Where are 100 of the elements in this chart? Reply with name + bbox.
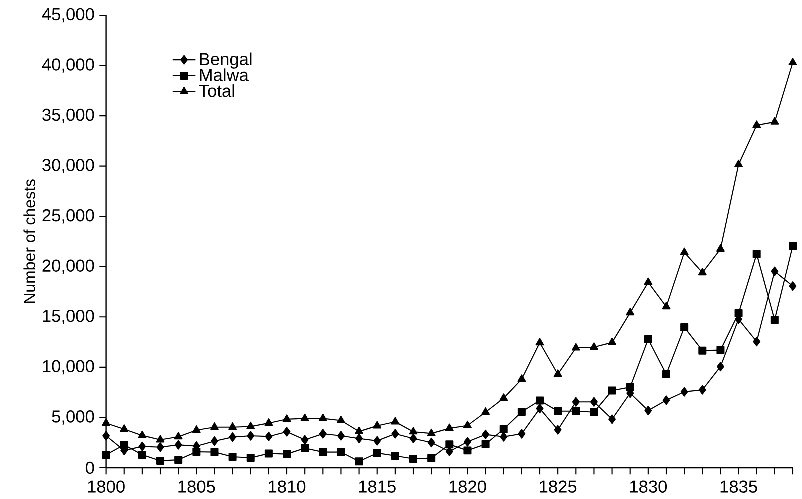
point xyxy=(590,342,598,350)
point xyxy=(120,424,129,432)
point xyxy=(734,160,744,168)
point xyxy=(246,454,255,462)
point xyxy=(300,414,310,422)
y-tick-label: 5,000 xyxy=(52,410,94,425)
point xyxy=(301,435,309,445)
y-tick-label: 20,000 xyxy=(42,260,94,274)
point xyxy=(102,431,110,441)
point xyxy=(482,408,490,416)
point xyxy=(482,440,490,448)
point xyxy=(752,120,762,128)
point xyxy=(265,432,273,442)
point xyxy=(554,370,562,378)
point xyxy=(374,436,382,446)
point xyxy=(463,420,472,428)
point xyxy=(282,414,292,422)
x-tick-label: 1800 xyxy=(88,480,125,493)
point xyxy=(788,58,798,66)
point xyxy=(373,449,382,458)
y-axis-title: Number of chests xyxy=(24,180,36,304)
point xyxy=(283,450,292,458)
point xyxy=(391,417,400,425)
y-tick-label: 40,000 xyxy=(42,58,94,73)
x-tick-label: 1815 xyxy=(359,480,396,493)
point xyxy=(771,266,779,276)
point xyxy=(536,404,544,414)
y-tick-label: 35,000 xyxy=(42,108,94,124)
point xyxy=(680,387,688,397)
point xyxy=(156,435,165,443)
point xyxy=(246,422,256,430)
point xyxy=(410,434,418,444)
point xyxy=(590,408,598,416)
point xyxy=(770,117,780,125)
point xyxy=(518,374,526,382)
point xyxy=(428,454,436,462)
point xyxy=(192,448,201,456)
point xyxy=(536,396,544,405)
y-tick-label: 30,000 xyxy=(42,159,94,174)
point xyxy=(138,451,146,460)
point xyxy=(626,383,634,392)
point xyxy=(210,448,219,456)
point xyxy=(500,432,508,442)
point xyxy=(662,396,670,406)
point xyxy=(355,426,364,434)
point xyxy=(228,422,238,430)
point xyxy=(410,455,418,464)
point xyxy=(680,248,689,256)
point xyxy=(247,431,255,441)
point xyxy=(464,446,472,455)
point xyxy=(680,324,689,332)
point xyxy=(319,448,328,456)
point xyxy=(554,407,562,416)
legend-label: Total xyxy=(199,84,234,98)
point xyxy=(698,346,707,355)
point xyxy=(500,425,508,434)
point xyxy=(318,414,328,422)
point xyxy=(392,429,400,439)
x-tick-label: 1835 xyxy=(720,480,758,493)
point xyxy=(626,308,635,316)
point xyxy=(770,316,779,324)
legend-label: Malwa xyxy=(200,68,249,82)
point xyxy=(356,434,364,444)
point xyxy=(608,386,616,395)
point xyxy=(102,418,111,426)
point xyxy=(138,442,146,452)
point xyxy=(174,440,182,450)
point xyxy=(337,448,346,456)
point xyxy=(716,244,725,252)
point xyxy=(572,343,580,351)
x-tick-label: 1810 xyxy=(269,480,306,493)
x-tick-label: 1805 xyxy=(178,480,216,493)
point xyxy=(536,338,544,346)
point xyxy=(283,427,291,437)
point xyxy=(355,458,364,466)
point xyxy=(156,442,164,452)
x-tick-label: 1825 xyxy=(540,480,577,493)
point xyxy=(788,242,797,250)
y-tick-label: 45,000 xyxy=(42,8,94,23)
point xyxy=(102,451,110,460)
point xyxy=(174,432,183,440)
y-tick-label: 25,000 xyxy=(42,209,94,224)
point xyxy=(644,278,653,286)
point xyxy=(500,394,508,402)
point xyxy=(662,302,671,310)
point xyxy=(301,444,310,452)
legend-label: Bengal xyxy=(200,52,252,69)
point xyxy=(428,438,436,448)
point xyxy=(264,418,274,426)
point xyxy=(716,346,725,354)
point xyxy=(319,429,327,439)
point xyxy=(734,310,743,318)
point xyxy=(229,432,237,442)
point xyxy=(590,397,598,407)
point xyxy=(174,456,183,464)
point xyxy=(698,268,707,276)
point xyxy=(789,281,797,292)
point xyxy=(210,422,219,430)
point xyxy=(337,431,345,441)
point xyxy=(464,437,472,447)
